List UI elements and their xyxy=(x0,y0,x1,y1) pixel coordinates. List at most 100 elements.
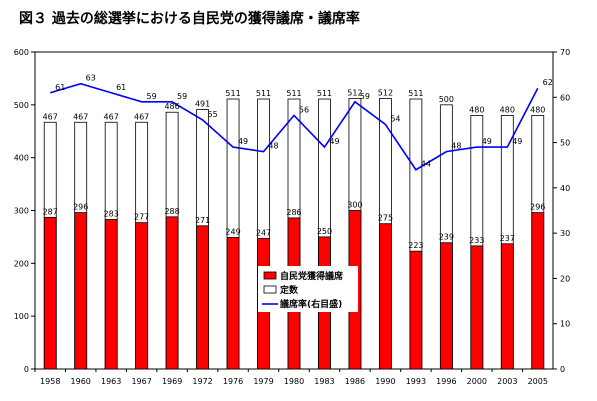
seat-share-label: 44 xyxy=(421,160,431,169)
bar-ldp-seats xyxy=(470,245,484,370)
line-layer xyxy=(50,82,539,171)
x-axis-tick-label: 2003 xyxy=(497,377,517,386)
total-seats-label: 511 xyxy=(286,89,301,98)
x-axis-tick-label: 1972 xyxy=(192,377,212,386)
total-seats-label: 480 xyxy=(530,105,545,114)
ldp-seats-label: 288 xyxy=(164,207,179,216)
labels-layer: 467 467 467 467 486 491 511 511 511 511 512 512 511 5… xyxy=(43,74,553,250)
left-axis-tick-label: 300 xyxy=(14,207,29,216)
bar-ldp-seats xyxy=(500,243,514,370)
total-seats-label: 486 xyxy=(164,102,179,111)
legend-label-line: 議席率(右目盛) xyxy=(280,298,342,310)
bars-layer xyxy=(43,98,545,370)
bar-ldp-seats xyxy=(439,242,453,370)
total-seats-label: 491 xyxy=(195,100,210,109)
x-axis-tick-label: 1980 xyxy=(284,377,304,386)
seat-share-label: 55 xyxy=(207,110,217,119)
seat-share-label: 48 xyxy=(268,142,278,151)
bar-ldp-seats xyxy=(379,223,392,370)
right-axis-tick-label: 60 xyxy=(560,93,570,102)
ldp-seats-label: 250 xyxy=(317,227,332,236)
seat-share-label: 49 xyxy=(238,137,248,146)
left-axis-tick-label: 600 xyxy=(14,48,29,57)
seat-share-label: 49 xyxy=(482,137,492,146)
total-seats-label: 467 xyxy=(43,112,58,121)
legend-swatch-ldp xyxy=(263,271,277,280)
left-axis-tick-label: 0 xyxy=(24,365,29,374)
bar-ldp-seats xyxy=(43,216,57,370)
seat-share-label: 49 xyxy=(329,137,339,146)
total-seats-label: 467 xyxy=(73,112,88,121)
axes-layer: 0 100 200 300 400 500 600 0 10 20 30 40 50 60 70 1958 19… xyxy=(14,48,570,386)
total-seats-label: 467 xyxy=(134,112,149,121)
right-axis-tick-label: 40 xyxy=(560,184,570,193)
legend-label-total: 定数 xyxy=(279,284,299,296)
ldp-seats-label: 239 xyxy=(439,233,454,242)
ldp-seats-label: 237 xyxy=(500,234,515,243)
ldp-seats-label: 249 xyxy=(225,227,240,236)
seat-share-label: 62 xyxy=(543,78,553,87)
chart-title: 図３ 過去の総選挙における自民党の獲得議席・議席率 xyxy=(19,11,360,27)
bar-ldp-seats xyxy=(135,222,149,370)
total-seats-label: 480 xyxy=(469,105,484,114)
seat-share-label: 59 xyxy=(177,92,187,101)
bar-ldp-seats xyxy=(165,216,179,370)
x-axis-tick-label: 1996 xyxy=(436,377,456,386)
bar-ldp-seats xyxy=(409,250,423,370)
left-axis-tick-label: 200 xyxy=(14,259,29,268)
legend-swatch-total xyxy=(263,285,277,294)
x-axis-tick-label: 1986 xyxy=(345,377,365,386)
right-axis-tick-label: 70 xyxy=(560,48,570,57)
x-axis-tick-label: 1979 xyxy=(253,377,273,386)
x-axis-tick-label: 1960 xyxy=(71,377,91,386)
left-axis-tick-label: 400 xyxy=(14,154,29,163)
x-axis-tick-label: 1967 xyxy=(131,377,151,386)
total-seats-label: 467 xyxy=(104,112,119,121)
ldp-seats-label: 287 xyxy=(43,207,58,216)
total-seats-label: 512 xyxy=(347,88,362,97)
bar-ldp-seats xyxy=(226,237,240,370)
legend-label-ldp: 自民党獲得議席 xyxy=(280,270,343,282)
seat-share-label: 59 xyxy=(147,92,157,101)
ldp-seats-label: 277 xyxy=(134,213,149,222)
ldp-seats-label: 233 xyxy=(469,236,484,245)
x-axis-tick-label: 1976 xyxy=(223,377,243,386)
x-axis-tick-label: 1990 xyxy=(375,377,395,386)
bar-ldp-seats xyxy=(196,225,209,370)
bar-ldp-seats xyxy=(74,212,88,370)
ldp-seats-label: 275 xyxy=(378,214,393,223)
seat-share-label: 61 xyxy=(116,83,126,92)
left-axis-tick-label: 500 xyxy=(14,101,29,110)
total-seats-label: 511 xyxy=(256,89,271,98)
seat-share-label: 61 xyxy=(55,83,65,92)
right-axis-tick-label: 0 xyxy=(560,365,565,374)
total-seats-label: 511 xyxy=(225,89,240,98)
total-seats-label: 511 xyxy=(317,89,332,98)
right-axis-tick-label: 50 xyxy=(560,139,570,148)
total-seats-label: 512 xyxy=(378,88,393,97)
total-seats-label: 500 xyxy=(439,95,454,104)
seat-share-label: 48 xyxy=(451,142,461,151)
x-axis-tick-label: 1993 xyxy=(406,377,426,386)
x-axis-tick-label: 1958 xyxy=(40,377,60,386)
x-axis-tick-label: 1969 xyxy=(162,377,182,386)
total-seats-label: 480 xyxy=(500,105,515,114)
ldp-seats-label: 247 xyxy=(256,229,271,238)
total-seats-label: 511 xyxy=(408,89,423,98)
seat-share-label: 56 xyxy=(299,105,309,114)
left-axis-tick-label: 100 xyxy=(14,312,29,321)
x-axis-tick-label: 2000 xyxy=(467,377,487,386)
x-axis-tick-label: 1963 xyxy=(101,377,121,386)
bar-ldp-seats xyxy=(531,212,545,370)
ldp-seats-label: 283 xyxy=(104,209,119,218)
right-axis-tick-label: 30 xyxy=(560,229,570,238)
ldp-seats-label: 300 xyxy=(347,201,362,210)
seat-share-label: 54 xyxy=(390,114,400,123)
x-axis-tick-label: 1983 xyxy=(314,377,334,386)
ldp-seats-label: 271 xyxy=(195,216,210,225)
right-axis-tick-label: 10 xyxy=(560,320,570,329)
ldp-seats-label: 286 xyxy=(286,208,301,217)
